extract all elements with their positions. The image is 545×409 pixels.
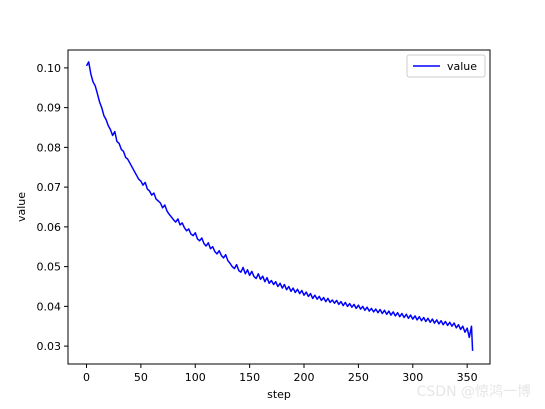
x-tick-label: 50 — [134, 371, 148, 384]
y-tick-label: 0.06 — [37, 221, 62, 234]
x-tick-label: 300 — [402, 371, 423, 384]
x-axis-label: step — [267, 388, 291, 401]
legend-box — [406, 54, 486, 78]
series-line-value — [85, 61, 474, 351]
y-tick-label: 0.07 — [37, 181, 62, 194]
y-tick-label: 0.10 — [37, 62, 62, 75]
x-tick-label: 0 — [83, 371, 90, 384]
y-tick-label: 0.09 — [37, 102, 62, 115]
legend-label-value: value — [447, 60, 477, 73]
watermark: CSDN @惊鸿一博 — [416, 384, 531, 400]
plot-area — [67, 49, 491, 365]
y-tick-label: 0.04 — [37, 300, 62, 313]
x-tick-label: 150 — [239, 371, 260, 384]
y-axis-label: value — [15, 192, 28, 222]
x-axis-ticks: 0 50 100 150 200 250 300 350 — [83, 364, 478, 384]
x-tick-label: 200 — [294, 371, 315, 384]
y-axis-ticks: 0.03 0.04 0.05 0.06 0.07 0.08 0.09 0.10 — [37, 62, 68, 353]
x-tick-label: 100 — [185, 371, 206, 384]
y-tick-label: 0.05 — [37, 261, 62, 274]
legend: value — [406, 54, 486, 78]
x-tick-label: 350 — [457, 371, 478, 384]
y-tick-label: 0.03 — [37, 340, 62, 353]
y-tick-label: 0.08 — [37, 141, 62, 154]
series-group — [85, 61, 474, 351]
x-tick-label: 250 — [348, 371, 369, 384]
